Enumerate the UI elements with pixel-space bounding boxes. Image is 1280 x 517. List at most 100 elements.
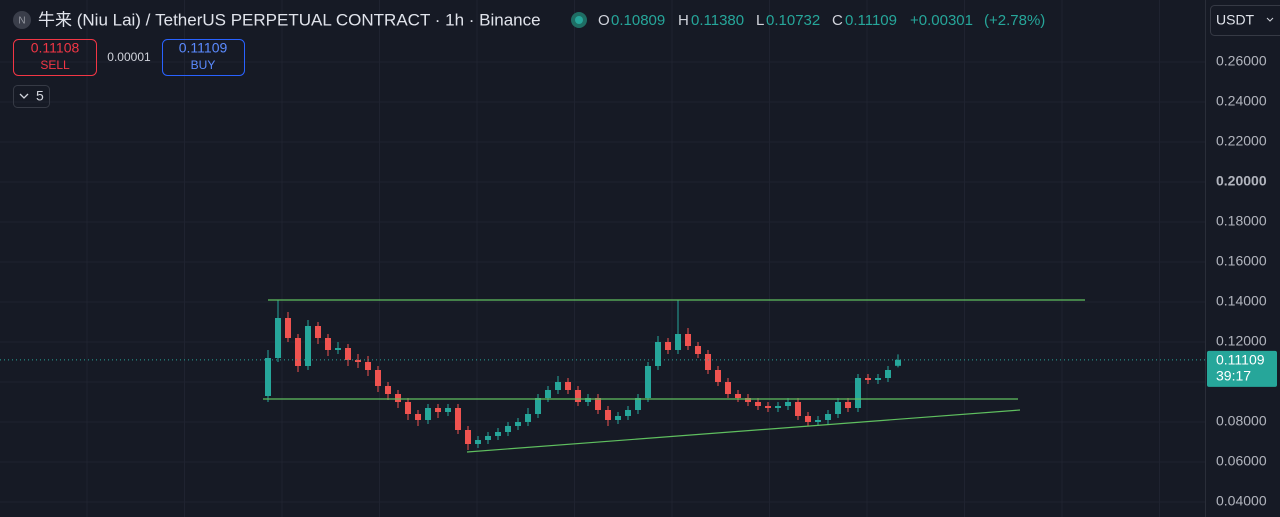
- candle-body: [435, 408, 441, 412]
- candle-body: [355, 360, 361, 362]
- candle-body: [385, 386, 391, 394]
- candle-body: [515, 422, 521, 426]
- candle-body: [375, 370, 381, 386]
- candle-body: [675, 334, 681, 350]
- candle-body: [335, 348, 341, 350]
- time-grid: [0, 0, 1205, 517]
- candle-body: [845, 402, 851, 408]
- candle-body: [295, 338, 301, 366]
- candle-body: [305, 326, 311, 366]
- candle-body: [555, 382, 561, 390]
- y-tick-label: 0.14000: [1216, 293, 1267, 309]
- y-tick-label: 0.16000: [1216, 253, 1267, 269]
- candle-body: [275, 318, 281, 358]
- ohlc-key: H: [678, 12, 689, 29]
- candle-body: [755, 402, 761, 406]
- candle-body: [685, 334, 691, 346]
- y-tick-label: 0.26000: [1216, 53, 1267, 69]
- candle-body: [495, 432, 501, 436]
- plot: 0.040000.060000.080000.100000.120000.140…: [0, 53, 1277, 509]
- candle-body: [545, 390, 551, 398]
- symbol-icon-letter: N: [18, 16, 25, 27]
- ohlc-key: O: [598, 12, 610, 29]
- spread: 0.00001: [107, 50, 151, 64]
- ohlc-value: 0.10732: [766, 12, 820, 29]
- candle-body: [645, 366, 651, 398]
- y-tick-label: 0.08000: [1216, 413, 1267, 429]
- candle-body: [715, 370, 721, 382]
- candle-body: [345, 348, 351, 360]
- candle-body: [655, 342, 661, 366]
- dropdown-icon: [1266, 17, 1274, 22]
- change-percent: (+2.78%): [984, 12, 1045, 29]
- candle-body: [735, 394, 741, 398]
- trend-line: [466, 409, 1021, 453]
- ohlc-value: 0.10809: [611, 12, 665, 29]
- buy-label: BUY: [191, 58, 216, 72]
- candle-body: [855, 378, 861, 408]
- ohlc-value: 0.11380: [691, 12, 744, 29]
- candle-body: [895, 359, 901, 366]
- last-price-label: 0.11109: [1216, 352, 1265, 368]
- y-tick-label: 0.18000: [1216, 213, 1267, 229]
- candle-body: [865, 378, 871, 380]
- candle-body: [785, 402, 791, 406]
- currency: USDT: [1216, 12, 1255, 28]
- symbol-title[interactable]: 牛来 (Niu Lai) / TetherUS PERPETUAL CONTRA…: [38, 10, 541, 29]
- candle-body: [815, 420, 821, 422]
- candle-body: [775, 406, 781, 408]
- candle-body: [885, 370, 891, 378]
- candle-body: [485, 436, 491, 440]
- candle-body: [445, 408, 451, 412]
- candle-body: [525, 414, 531, 422]
- candle-body: [605, 410, 611, 420]
- y-tick-label: 0.12000: [1216, 333, 1267, 349]
- candle-body: [575, 390, 581, 402]
- candle-body: [695, 346, 701, 354]
- candle-body: [805, 416, 811, 422]
- chevron-icon: [19, 93, 29, 99]
- candle-body: [415, 414, 421, 420]
- candle-body: [875, 378, 881, 380]
- candle-body: [325, 338, 331, 350]
- currency-select[interactable]: [1210, 5, 1280, 36]
- candle-body: [565, 382, 571, 390]
- candle-body: [465, 430, 471, 444]
- ohlc-key: L: [756, 12, 764, 29]
- candle-body: [425, 408, 431, 420]
- candle-body: [265, 358, 271, 396]
- sell-label: SELL: [40, 58, 70, 72]
- candle-body: [285, 318, 291, 338]
- candle-body: [745, 398, 751, 402]
- candle-body: [665, 342, 671, 350]
- candle-body: [455, 408, 461, 430]
- sell-price: 0.11108: [31, 40, 80, 56]
- candle-body: [395, 394, 401, 402]
- candle-body: [595, 398, 601, 410]
- candle-body: [635, 398, 641, 410]
- change: +0.00301: [910, 12, 973, 29]
- candle-body: [625, 410, 631, 416]
- indicators-toggle[interactable]: [13, 85, 50, 108]
- buy-button[interactable]: [162, 39, 245, 76]
- candle-body: [795, 402, 801, 416]
- status-dot-inner: [575, 16, 583, 24]
- candle-body: [825, 414, 831, 420]
- candle-body: [835, 402, 841, 414]
- candle-body: [765, 406, 771, 408]
- ohlc-value: 0.11109: [845, 12, 897, 29]
- candle-body: [725, 382, 731, 394]
- candle-body: [585, 398, 591, 402]
- sell-button[interactable]: [13, 39, 97, 76]
- y-tick-label: 0.06000: [1216, 453, 1267, 469]
- symbol-icon: [13, 11, 31, 29]
- y-tick-label: 0.24000: [1216, 93, 1267, 109]
- candle-body: [505, 426, 511, 432]
- ohlc-key: C: [832, 12, 843, 29]
- y-tick-label: 0.22000: [1216, 133, 1267, 149]
- candle-body: [535, 398, 541, 414]
- candle-body: [615, 416, 621, 420]
- last-price-badge: [1207, 350, 1277, 387]
